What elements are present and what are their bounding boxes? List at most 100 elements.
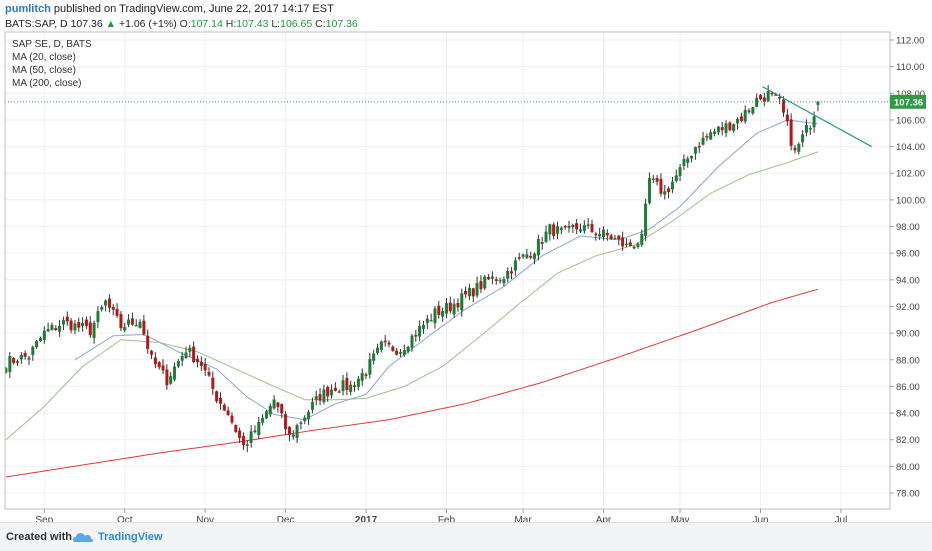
x-tick-label: Sep xyxy=(35,515,53,522)
candle-body xyxy=(222,404,226,411)
tradingview-cloud-icon xyxy=(73,533,93,542)
candle-body xyxy=(326,386,330,397)
candle-body xyxy=(433,308,437,324)
candle-body xyxy=(92,323,96,338)
candlestick-series[interactable] xyxy=(4,85,820,453)
x-tick-label: Feb xyxy=(438,515,456,522)
candle-body xyxy=(544,231,548,243)
price-axis[interactable]: 78.00 80.00 82.00 84.00 86.00 88.00 90.00 92.00… xyxy=(890,35,926,500)
candle-body xyxy=(510,271,514,274)
candle-body xyxy=(341,380,345,392)
candle-body xyxy=(146,335,150,350)
candle-body xyxy=(157,362,161,368)
y-tick-label: 90.00 xyxy=(896,329,920,340)
candle-body xyxy=(674,175,678,182)
candle-body xyxy=(104,300,108,306)
candle-body xyxy=(364,374,368,376)
low-value: 106.65 xyxy=(280,18,313,30)
candle-body xyxy=(176,361,180,367)
candle-body xyxy=(693,147,697,154)
chart-grid xyxy=(5,32,890,509)
candle-body xyxy=(398,351,402,354)
symbol-label: BATS:SAP, D xyxy=(5,18,68,30)
candle-body xyxy=(19,355,23,360)
candle-body xyxy=(441,311,445,317)
change-arrow-icon: ▲ xyxy=(105,18,117,30)
candle-body xyxy=(173,366,177,380)
candle-body xyxy=(487,277,491,280)
x-tick-label: 2017 xyxy=(355,515,378,522)
publisher-name[interactable]: pumlitch xyxy=(5,3,51,15)
price-chart[interactable]: 78.00 80.00 82.00 84.00 86.00 88.00 90.00 92.00… xyxy=(0,0,932,522)
candle-body xyxy=(766,91,770,102)
candle-body xyxy=(659,178,663,194)
candle-body xyxy=(261,417,265,423)
candle-body xyxy=(444,303,448,314)
candle-body xyxy=(736,118,740,124)
candle-body xyxy=(548,224,552,235)
candle-body xyxy=(372,353,376,361)
candle-body xyxy=(211,377,215,389)
candle-body xyxy=(601,229,605,238)
y-tick-label: 96.00 xyxy=(896,249,920,260)
candle-body xyxy=(533,253,537,260)
ma50-line xyxy=(5,151,819,441)
candle-body xyxy=(153,357,157,365)
y-tick-label: 104.00 xyxy=(896,142,925,153)
trendline[interactable] xyxy=(762,86,872,148)
candle-body xyxy=(207,371,211,376)
candle-body xyxy=(245,444,249,446)
x-tick-label: Apr xyxy=(596,515,612,522)
chart-header: pumlitch published on TradingView.com, J… xyxy=(5,2,358,32)
low-label: L: xyxy=(271,18,281,30)
candle-body xyxy=(640,233,644,245)
candle-body xyxy=(58,325,62,332)
candle-body xyxy=(353,385,357,387)
candle-body xyxy=(579,229,583,232)
candle-body xyxy=(536,238,540,256)
y-tick-label: 86.00 xyxy=(896,382,920,393)
high-value: 107.43 xyxy=(236,18,269,30)
candle-body xyxy=(490,276,494,279)
candle-body xyxy=(376,347,380,354)
y-tick-label: 98.00 xyxy=(896,222,920,233)
candle-body xyxy=(115,308,119,316)
candle-body xyxy=(759,94,763,100)
candle-body xyxy=(521,254,525,257)
candle-body xyxy=(429,320,433,322)
candle-body xyxy=(778,97,782,99)
candle-body xyxy=(739,116,743,122)
candle-body xyxy=(291,434,295,437)
candle-body xyxy=(410,335,414,348)
candle-body xyxy=(770,92,774,95)
candle-body xyxy=(88,322,92,336)
candle-body xyxy=(184,352,188,359)
candle-body xyxy=(81,322,85,327)
candle-body xyxy=(605,232,609,236)
change-value: +1.06 (+1%) xyxy=(118,18,177,30)
x-tick-label: Jul xyxy=(835,515,848,522)
candle-body xyxy=(437,305,441,315)
candle-body xyxy=(697,145,701,148)
candle-body xyxy=(50,324,54,331)
candle-body xyxy=(234,425,238,432)
time-axis[interactable]: Sep Oct Nov Dec 2017 Feb Mar Apr May Jun Jul xyxy=(35,509,847,522)
candle-body xyxy=(238,430,242,438)
candle-body xyxy=(96,311,100,323)
y-tick-label: 82.00 xyxy=(896,435,920,446)
candle-body xyxy=(467,287,471,297)
candle-body xyxy=(23,353,27,357)
footer-bar: Created with TradingView xyxy=(0,522,932,551)
candle-body xyxy=(368,359,372,375)
candle-body xyxy=(732,124,736,131)
candle-body xyxy=(307,411,311,420)
ma50-path xyxy=(5,151,819,441)
tradingview-brand[interactable]: TradingView xyxy=(98,531,163,543)
candle-body xyxy=(567,225,571,229)
candle-body xyxy=(559,227,563,231)
candle-body xyxy=(804,124,808,133)
close-label: C: xyxy=(315,18,326,30)
candle-body xyxy=(299,422,303,425)
candle-body xyxy=(272,399,276,409)
candle-body xyxy=(218,397,222,404)
